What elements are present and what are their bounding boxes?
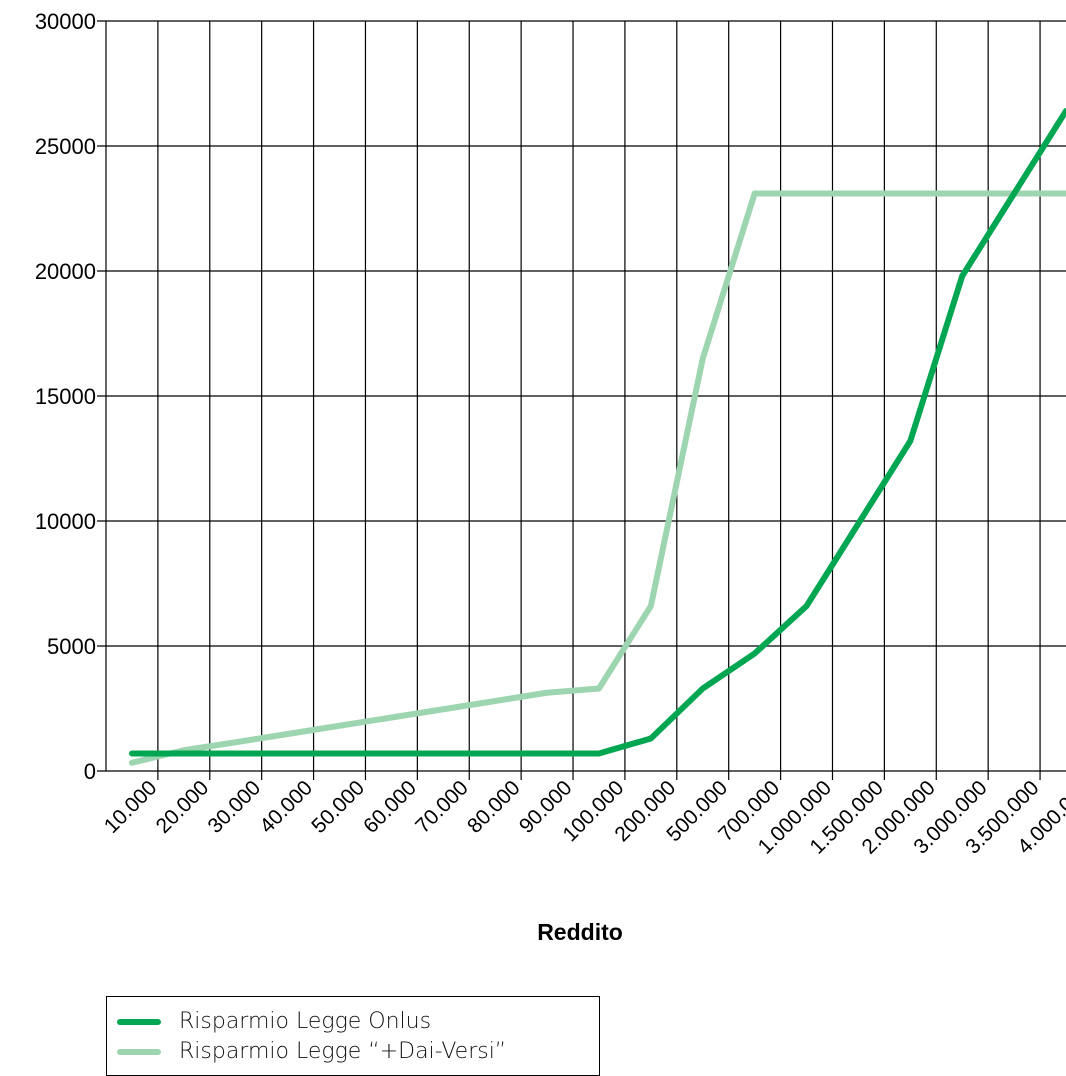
x-tick-label: 60.000	[359, 776, 421, 838]
y-axis-ticks: 0 5000 10000 15000 20000 25000 30000	[35, 9, 96, 784]
y-tick-label: 20000	[35, 259, 96, 284]
y-tick-label: 0	[84, 759, 96, 784]
x-axis-label: Reddito	[537, 919, 623, 945]
legend-label-dai-versi: Risparmio Legge “+Dai-Versi”	[179, 1039, 507, 1064]
legend-item-dai-versi: Risparmio Legge “+Dai-Versi”	[117, 1039, 506, 1064]
series-line-dai-versi	[128, 190, 1066, 766]
x-tick-label: 30.000	[204, 776, 266, 838]
y-tick-label: 25000	[35, 134, 96, 159]
legend: Risparmio Legge Onlus Risparmio Legge “+…	[106, 996, 600, 1076]
grid	[97, 20, 1066, 780]
x-tick-label: 70.000	[411, 776, 473, 838]
x-tick-label: 80.000	[463, 776, 525, 838]
legend-label-onlus: Risparmio Legge Onlus	[179, 1009, 432, 1034]
y-tick-label: 15000	[35, 384, 96, 409]
series-lines	[128, 108, 1066, 766]
line-chart: 0 5000 10000 15000 20000 25000 30000 10.00020.…	[35, 9, 1066, 945]
legend-swatch-dai-versi	[117, 1048, 161, 1055]
y-tick-label: 30000	[35, 9, 96, 34]
x-tick-label: 40.000	[255, 776, 317, 838]
x-tick-label: 20.000	[152, 776, 214, 838]
series-line-onlus	[128, 108, 1066, 757]
legend-item-onlus: Risparmio Legge Onlus	[117, 1009, 431, 1034]
x-axis-ticks: 10.00020.00030.00040.00050.00060.00070.0…	[100, 776, 1066, 858]
x-tick-label: 50.000	[307, 776, 369, 838]
y-tick-label: 5000	[47, 634, 96, 659]
x-tick-label: 10.000	[100, 776, 162, 838]
legend-swatch-onlus	[117, 1018, 161, 1025]
y-tick-label: 10000	[35, 509, 96, 534]
